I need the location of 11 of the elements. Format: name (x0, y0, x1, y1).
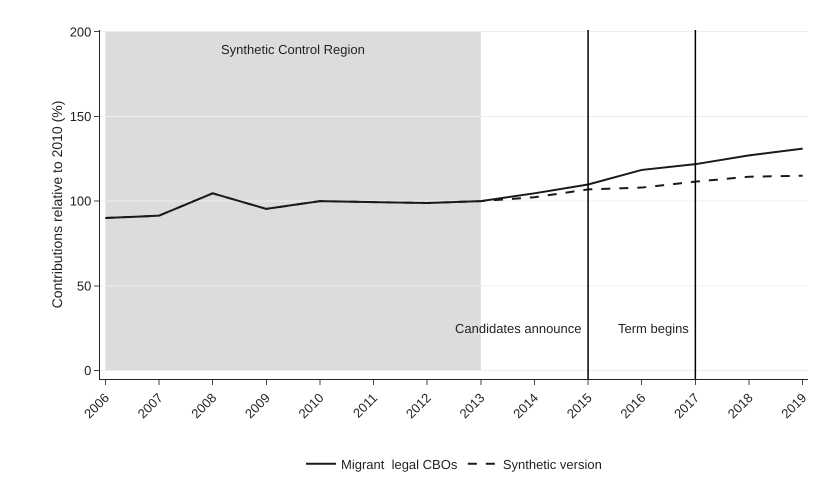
ref-line-label: Term begins (618, 321, 690, 336)
legend-label: Synthetic version (502, 456, 602, 472)
legend-label: Migrant legal CBOs (341, 456, 458, 472)
y-axis-title: Contributions relative to 2010 (%) (49, 100, 65, 308)
y-tick-label: 200 (70, 24, 92, 40)
y-tick-label: 100 (70, 194, 92, 209)
y-tick-label: 0 (84, 363, 92, 378)
band-label: Synthetic Control Region (221, 42, 365, 57)
y-tick-label: 50 (76, 278, 92, 294)
ref-line-label: Candidates announce (455, 321, 582, 336)
y-tick-label: 150 (70, 108, 92, 124)
